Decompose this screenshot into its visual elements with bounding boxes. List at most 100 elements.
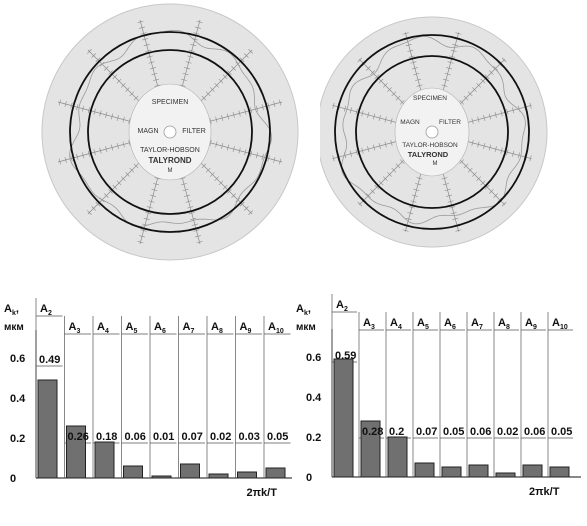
axis-tick	[484, 74, 490, 80]
axis-tick	[463, 95, 469, 101]
category-label: A8	[498, 317, 510, 331]
axis-tick	[489, 189, 494, 194]
axis-tick	[463, 163, 469, 169]
axis-tick	[133, 95, 139, 101]
axis-tick	[357, 201, 363, 207]
axis-tick	[382, 82, 388, 88]
category-label: A4	[97, 321, 109, 335]
value-label: 0.28	[362, 426, 383, 438]
axis-tick	[372, 144, 376, 151]
center-hole	[425, 125, 439, 139]
axis-tick	[476, 82, 482, 88]
axis-tick	[523, 153, 526, 160]
axis-tick	[105, 146, 108, 153]
axis-tick	[355, 108, 358, 115]
axis-tick	[332, 155, 335, 162]
specimen-label: SPECIMEN	[152, 99, 189, 106]
axis-tick	[366, 193, 371, 198]
value-label: 0.05	[443, 426, 464, 438]
axis-tick	[210, 87, 215, 92]
axis-tick	[188, 49, 195, 52]
axis-tick	[248, 49, 253, 54]
axis-tick	[500, 147, 503, 154]
axis-tick	[446, 67, 453, 70]
axis-tick	[501, 57, 507, 63]
axis-tick	[378, 78, 384, 84]
axis-tick	[137, 20, 144, 23]
axis-tick	[201, 163, 207, 169]
axis-tick	[455, 229, 462, 232]
axis-tick	[384, 116, 387, 123]
category-label: A5	[126, 321, 138, 335]
axis-tick	[149, 67, 156, 70]
model-label: TALYROND	[148, 156, 191, 165]
y-tick-label: 0.2	[306, 432, 321, 444]
axis-tick	[194, 26, 201, 29]
axis-tick	[332, 102, 335, 109]
filter-label: FILTER	[439, 119, 461, 126]
axis-tick	[529, 102, 532, 109]
category-label: A2	[336, 299, 348, 313]
axis-tick	[444, 188, 451, 192]
specimen-label: SPECIMEN	[413, 95, 447, 102]
category-label: A3	[363, 317, 375, 331]
axis-tick	[512, 107, 515, 114]
axis-tick	[116, 180, 122, 186]
axis-tick	[215, 116, 218, 123]
axis-tick	[484, 184, 490, 190]
x-axis-label: 2πk/T	[529, 486, 560, 498]
bar-A10	[265, 467, 286, 479]
axis-tick	[391, 167, 397, 173]
axis-tick	[99, 110, 102, 117]
axis-tick	[221, 143, 224, 149]
disc-face	[320, 16, 548, 248]
axis-tick	[459, 159, 465, 165]
axis-tick	[151, 188, 158, 192]
axis-tick	[139, 26, 146, 29]
axis-tick	[214, 176, 220, 182]
axis-tick	[413, 188, 420, 192]
axis-tick	[370, 70, 375, 75]
bar-A6	[441, 466, 462, 478]
bar-A4	[387, 436, 408, 478]
axis-tick	[231, 66, 236, 71]
bar-A2	[333, 358, 354, 478]
axis-tick	[194, 235, 201, 238]
y-axis-label: Ak,	[4, 303, 19, 317]
reference-circle	[69, 31, 271, 233]
bar-A5	[414, 462, 435, 478]
axis-tick	[413, 72, 420, 76]
x-axis-label: 2πk/T	[247, 487, 278, 499]
axis-tick	[361, 197, 367, 203]
axis-tick	[93, 149, 96, 156]
axis-tick	[210, 172, 215, 177]
axis-tick	[209, 139, 212, 146]
value-label: 0.01	[153, 431, 174, 443]
axis-tick	[120, 176, 126, 182]
mark-label: M	[168, 168, 173, 174]
axis-tick	[95, 201, 101, 207]
axis-tick	[146, 55, 153, 58]
axis-tick	[261, 104, 264, 111]
axis-tick	[441, 177, 448, 180]
axis-tick	[497, 61, 503, 67]
axis-tick	[512, 150, 515, 157]
axis-tick	[444, 72, 451, 76]
axis-tick	[239, 201, 245, 207]
axis-tick	[193, 32, 200, 35]
axis-tick	[221, 115, 224, 121]
y-tick-label: 0.4	[306, 392, 322, 404]
y-axis-unit: мкм	[296, 322, 316, 333]
axis-tick	[344, 105, 347, 112]
axis-tick	[446, 194, 453, 197]
axis-tick	[87, 210, 92, 215]
disc-center-labels: SPECIMEN MAGN FILTER TAYLOR-HOBSON TALYR…	[138, 99, 206, 174]
axis-tick	[467, 91, 473, 97]
axis-tick	[87, 107, 90, 114]
axis-tick	[58, 158, 61, 165]
axis-tick	[447, 200, 454, 203]
bar-A6	[151, 475, 172, 479]
axis-tick	[232, 146, 235, 153]
brand-label: TAYLOR-HOBSON	[402, 142, 458, 149]
axis-tick	[493, 66, 498, 71]
